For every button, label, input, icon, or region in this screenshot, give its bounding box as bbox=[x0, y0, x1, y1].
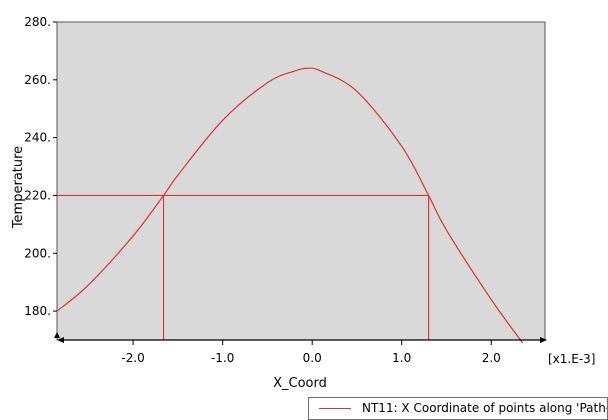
y-tick-label: 200. bbox=[24, 246, 51, 260]
series-line-nt11 bbox=[56, 67, 524, 344]
y-tick-label: 280. bbox=[24, 15, 51, 29]
x-tick-label: -2.0 bbox=[121, 351, 144, 365]
x-axis-multiplier-label: [x1.E-3] bbox=[548, 352, 595, 366]
x-tick-label: 0.0 bbox=[303, 351, 322, 365]
x-tick-label: -1.0 bbox=[211, 351, 234, 365]
y-tick-label: 240. bbox=[24, 131, 51, 145]
x-tick-label: 2.0 bbox=[482, 351, 501, 365]
x-axis-arrow-right bbox=[540, 337, 547, 343]
y-tick-label: 260. bbox=[24, 73, 51, 87]
temperature-line-chart: -2.0 -1.0 0.0 1.0 2.0 180. 200. 220. 240. 260. 280… bbox=[11, 15, 595, 391]
y-axis-arrow bbox=[54, 332, 60, 338]
reference-lines bbox=[57, 194, 430, 340]
legend: NT11: X Coordinate of points along 'Path… bbox=[308, 397, 608, 420]
plot-area bbox=[56, 21, 546, 341]
x-tick-label: 1.0 bbox=[392, 351, 411, 365]
axes bbox=[54, 332, 547, 343]
legend-series-swatch bbox=[319, 408, 351, 409]
y-axis-label: Temperature bbox=[11, 146, 26, 229]
legend-series-label: NT11: X Coordinate of points along 'Path… bbox=[362, 401, 608, 415]
tick-labels: -2.0 -1.0 0.0 1.0 2.0 180. 200. 220. 240. 260. 280… bbox=[24, 15, 501, 365]
y-tick-label: 220. bbox=[24, 188, 51, 202]
x-axis-arrow-left bbox=[57, 337, 64, 343]
y-tick-label: 180. bbox=[24, 304, 51, 318]
x-axis-label: X_Coord bbox=[273, 376, 327, 391]
